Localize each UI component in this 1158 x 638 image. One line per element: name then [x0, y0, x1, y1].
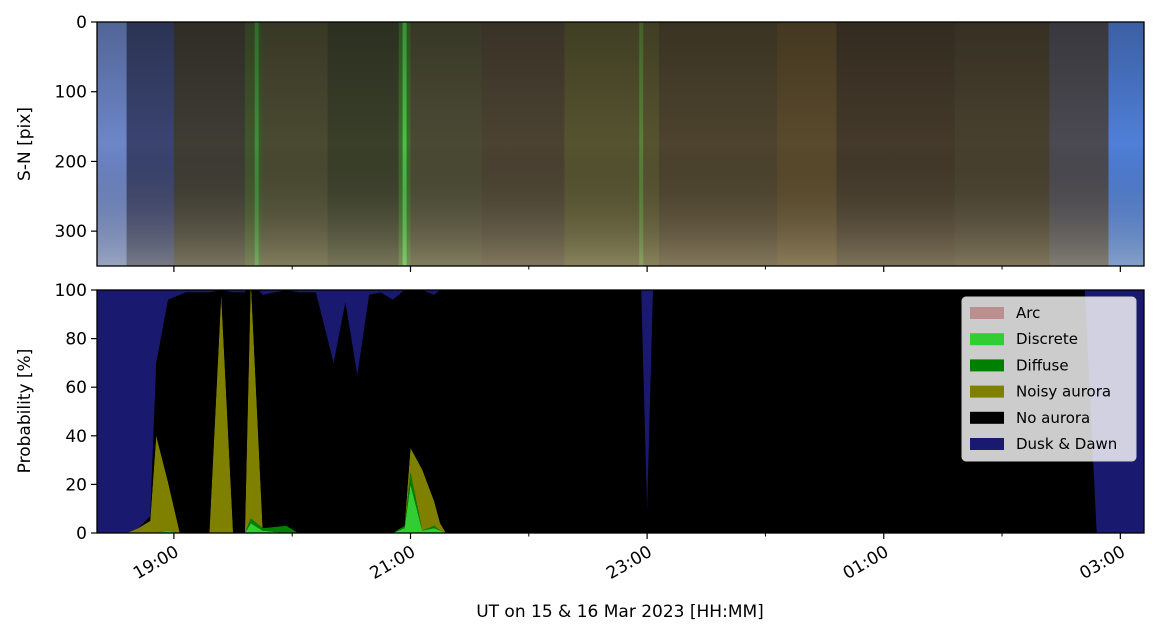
keogram-panel: 0 100 200 300 S-N [pix] — [15, 13, 1145, 272]
legend-swatch — [970, 333, 1004, 346]
probability-x-axis-label: UT on 15 & 16 Mar 2023 [HH:MM] — [476, 602, 764, 622]
legend-label: Dusk & Dawn — [1016, 435, 1117, 453]
area-dusk-dawn — [97, 290, 1144, 533]
legend-swatch — [970, 438, 1004, 450]
legend-swatch — [970, 307, 1004, 319]
probability-panel: 0 20 40 60 80 100 19:00 21:00 23:00 01:00 03:00 P… — [15, 281, 1145, 622]
y-tick-label: 0 — [76, 524, 87, 544]
y-tick-label: 60 — [65, 378, 87, 398]
legend-box — [961, 296, 1137, 462]
y-tick-label: 0 — [76, 13, 87, 33]
legend-swatch — [970, 411, 1004, 424]
probability-y-axis: 0 20 40 60 80 100 — [55, 281, 97, 544]
legend-swatch — [970, 359, 1004, 372]
legend-label: No aurora — [1016, 409, 1090, 427]
y-tick-label: 200 — [55, 152, 87, 172]
keogram-x-axis — [173, 266, 1121, 272]
x-tick-label: 19:00 — [130, 542, 182, 584]
probability-frame — [96, 289, 1145, 534]
x-tick-label: 23:00 — [603, 542, 655, 584]
keogram-y-axis: 0 100 200 300 — [55, 13, 97, 242]
legend-label: Arc — [1016, 304, 1040, 322]
x-tick-label: 03:00 — [1076, 542, 1128, 584]
legend-label: Discrete — [1016, 330, 1078, 348]
legend-label: Noisy aurora — [1016, 383, 1111, 401]
keogram-frame — [96, 21, 1145, 267]
y-tick-label: 80 — [65, 330, 87, 350]
x-tick-label: 01:00 — [840, 542, 892, 584]
probability-x-axis: 19:00 21:00 23:00 01:00 03:00 — [130, 533, 1129, 584]
y-tick-label: 300 — [55, 222, 87, 242]
keogram-y-axis-label: S-N [pix] — [15, 107, 35, 181]
legend-swatch — [970, 385, 1004, 398]
area-no-aurora — [97, 290, 1144, 533]
probability-y-axis-label: Probability [%] — [15, 349, 35, 474]
legend-label: Diffuse — [1016, 356, 1069, 374]
stacked-area-series — [97, 290, 1144, 533]
y-tick-label: 20 — [65, 475, 87, 495]
y-tick-label: 100 — [55, 281, 87, 301]
keogram-shading — [97, 22, 1144, 266]
legend: Arc Discrete Diffuse Noisy aurora No aurora D… — [961, 296, 1137, 462]
y-tick-label: 40 — [65, 427, 87, 447]
y-tick-label: 100 — [55, 83, 87, 103]
x-tick-label: 21:00 — [367, 542, 419, 584]
